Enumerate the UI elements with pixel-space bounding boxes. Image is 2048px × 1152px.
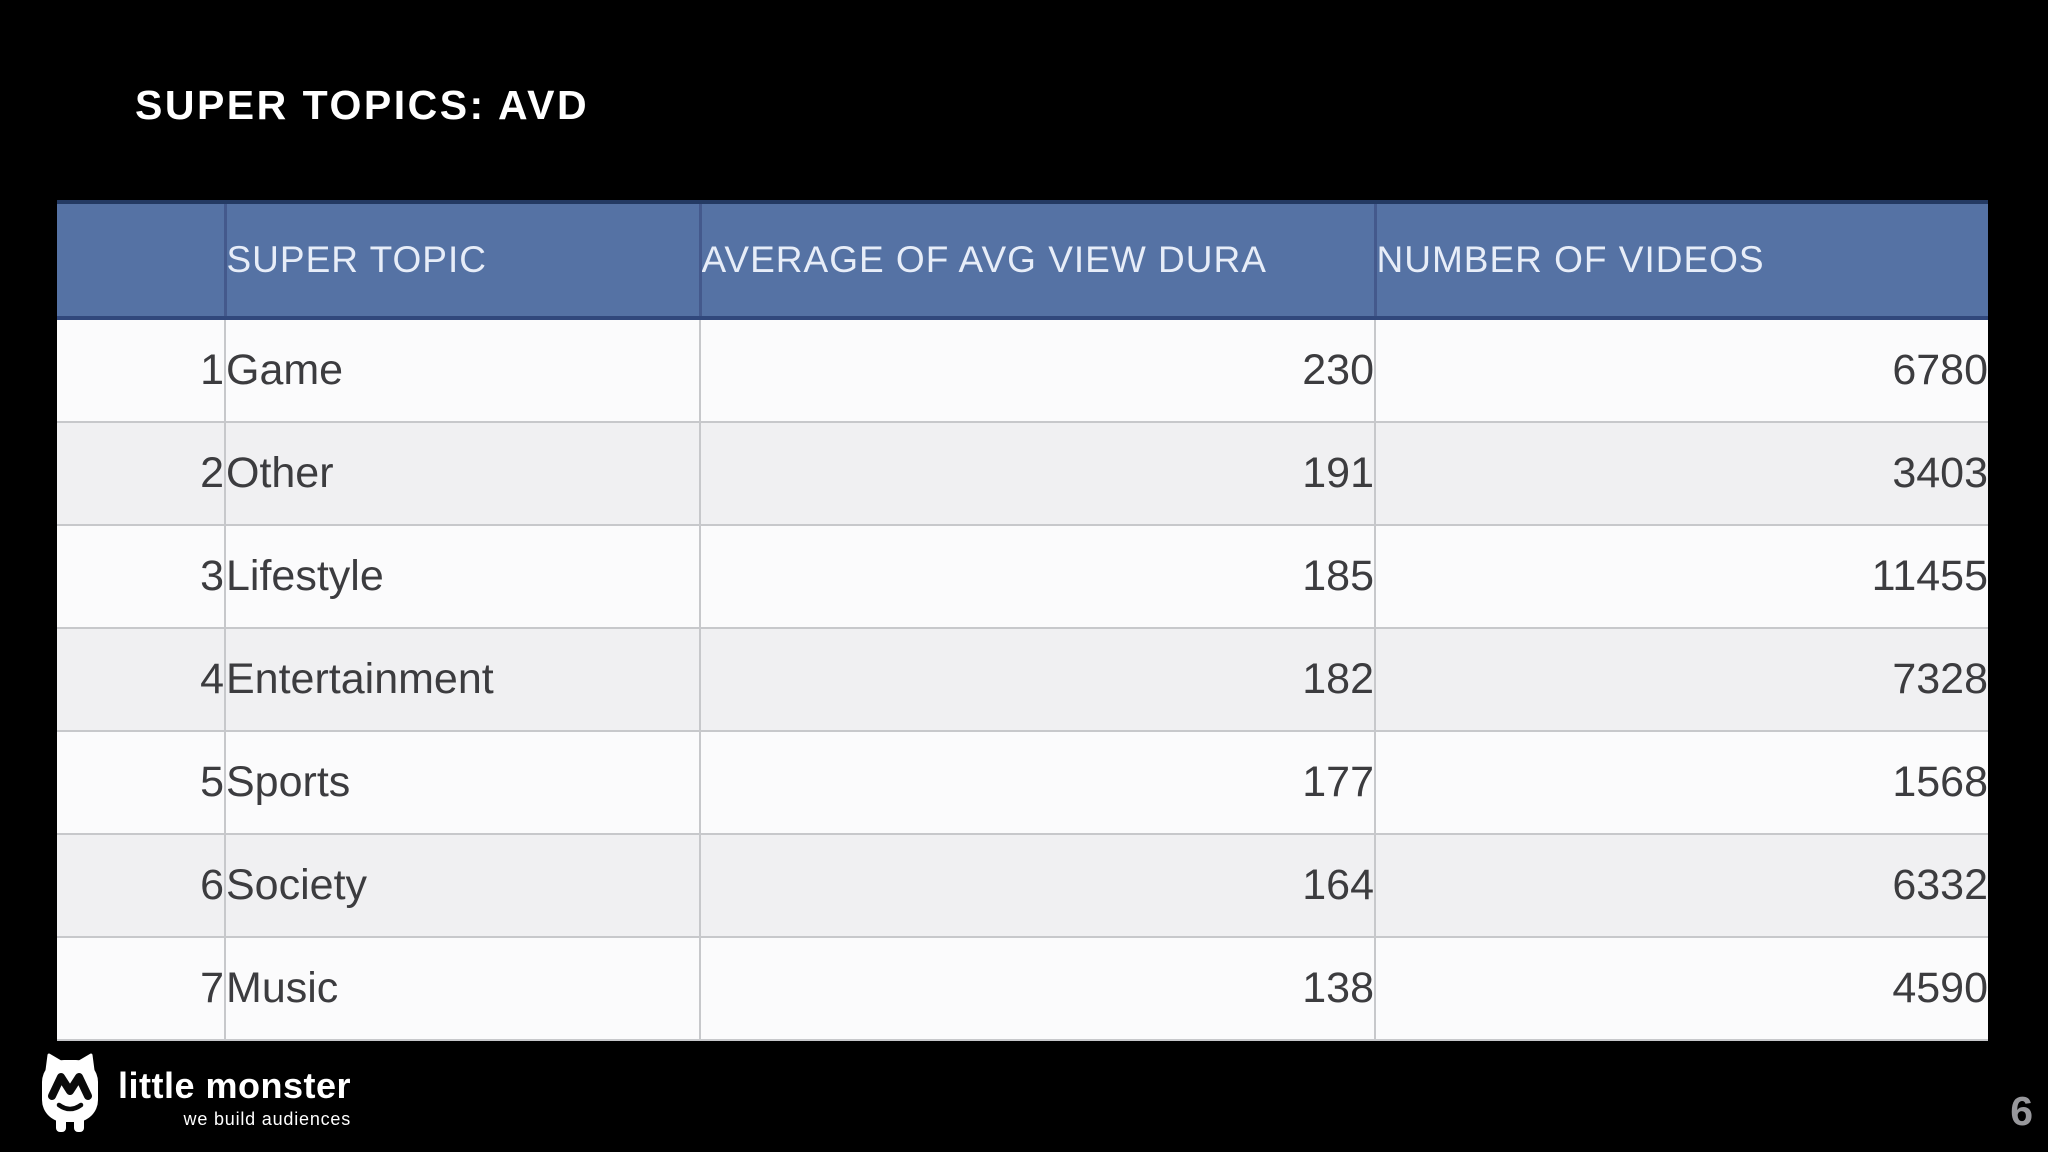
avg-view-duration-cell: 177	[699, 730, 1375, 834]
header-cell-rank	[57, 200, 225, 320]
avg-view-duration-cell: 164	[699, 833, 1375, 937]
brand-name: little monster	[118, 1065, 352, 1106]
topic-cell: Music	[224, 936, 700, 1041]
number-of-videos-cell: 6332	[1374, 833, 1988, 937]
number-of-videos-cell: 11455	[1374, 524, 1988, 628]
rank-cell: 3	[57, 524, 225, 628]
avg-view-duration-cell: 191	[699, 421, 1375, 525]
avg-view-duration-cell: 185	[699, 524, 1375, 628]
monster-icon	[36, 1052, 104, 1140]
rank-cell: 5	[57, 730, 225, 834]
avg-view-duration-cell: 182	[699, 627, 1375, 731]
table-row: 3 Lifestyle 185 11455	[57, 524, 1988, 628]
rank-cell: 2	[57, 421, 225, 525]
table-row: 2 Other 191 3403	[57, 421, 1988, 525]
table-row: 6 Society 164 6332	[57, 833, 1988, 937]
topic-cell: Sports	[224, 730, 700, 834]
number-of-videos-cell: 6780	[1374, 317, 1988, 422]
topic-cell: Lifestyle	[224, 524, 700, 628]
avg-view-duration-cell: 230	[699, 317, 1375, 422]
table-row: 4 Entertainment 182 7328	[57, 627, 1988, 731]
rank-cell: 4	[57, 627, 225, 731]
page-number: 6	[2010, 1088, 2033, 1134]
header-cell-number-of-videos: NUMBER OF VIDEOS	[1373, 200, 1988, 320]
table-row: 1 Game 230 6780	[57, 317, 1988, 422]
topic-cell: Game	[224, 317, 700, 422]
table-row: 7 Music 138 4590	[57, 936, 1988, 1041]
number-of-videos-cell: 7328	[1374, 627, 1988, 731]
footer-logo: little monster we build audiences	[36, 1052, 351, 1140]
avg-view-duration-cell: 138	[699, 936, 1375, 1041]
number-of-videos-cell: 4590	[1374, 936, 1988, 1041]
topic-cell: Entertainment	[224, 627, 700, 731]
table-header: SUPER TOPIC AVERAGE OF AVG VIEW DURA NUM…	[57, 200, 1988, 320]
rank-cell: 6	[57, 833, 225, 937]
logo-text-block: little monster we build audiences	[118, 1068, 351, 1130]
number-of-videos-cell: 3403	[1374, 421, 1988, 525]
rank-cell: 1	[57, 317, 225, 422]
topic-cell: Society	[224, 833, 700, 937]
header-cell-super-topic: SUPER TOPIC	[223, 200, 700, 320]
super-topics-table: SUPER TOPIC AVERAGE OF AVG VIEW DURA NUM…	[57, 200, 1988, 1041]
number-of-videos-cell: 1568	[1374, 730, 1988, 834]
table-header-row: SUPER TOPIC AVERAGE OF AVG VIEW DURA NUM…	[57, 200, 1988, 320]
header-cell-avg-view-duration: AVERAGE OF AVG VIEW DURA	[698, 200, 1375, 320]
slide-title: SUPER TOPICS: AVD	[135, 82, 590, 128]
table-row: 5 Sports 177 1568	[57, 730, 1988, 834]
table-body: 1 Game 230 6780 2 Other 191 3403 3 Lifes…	[57, 317, 1988, 1041]
brand-tagline: we build audiences	[183, 1109, 352, 1129]
rank-cell: 7	[57, 936, 225, 1041]
topic-cell: Other	[224, 421, 700, 525]
super-topics-table-container: SUPER TOPIC AVERAGE OF AVG VIEW DURA NUM…	[57, 200, 1988, 1041]
